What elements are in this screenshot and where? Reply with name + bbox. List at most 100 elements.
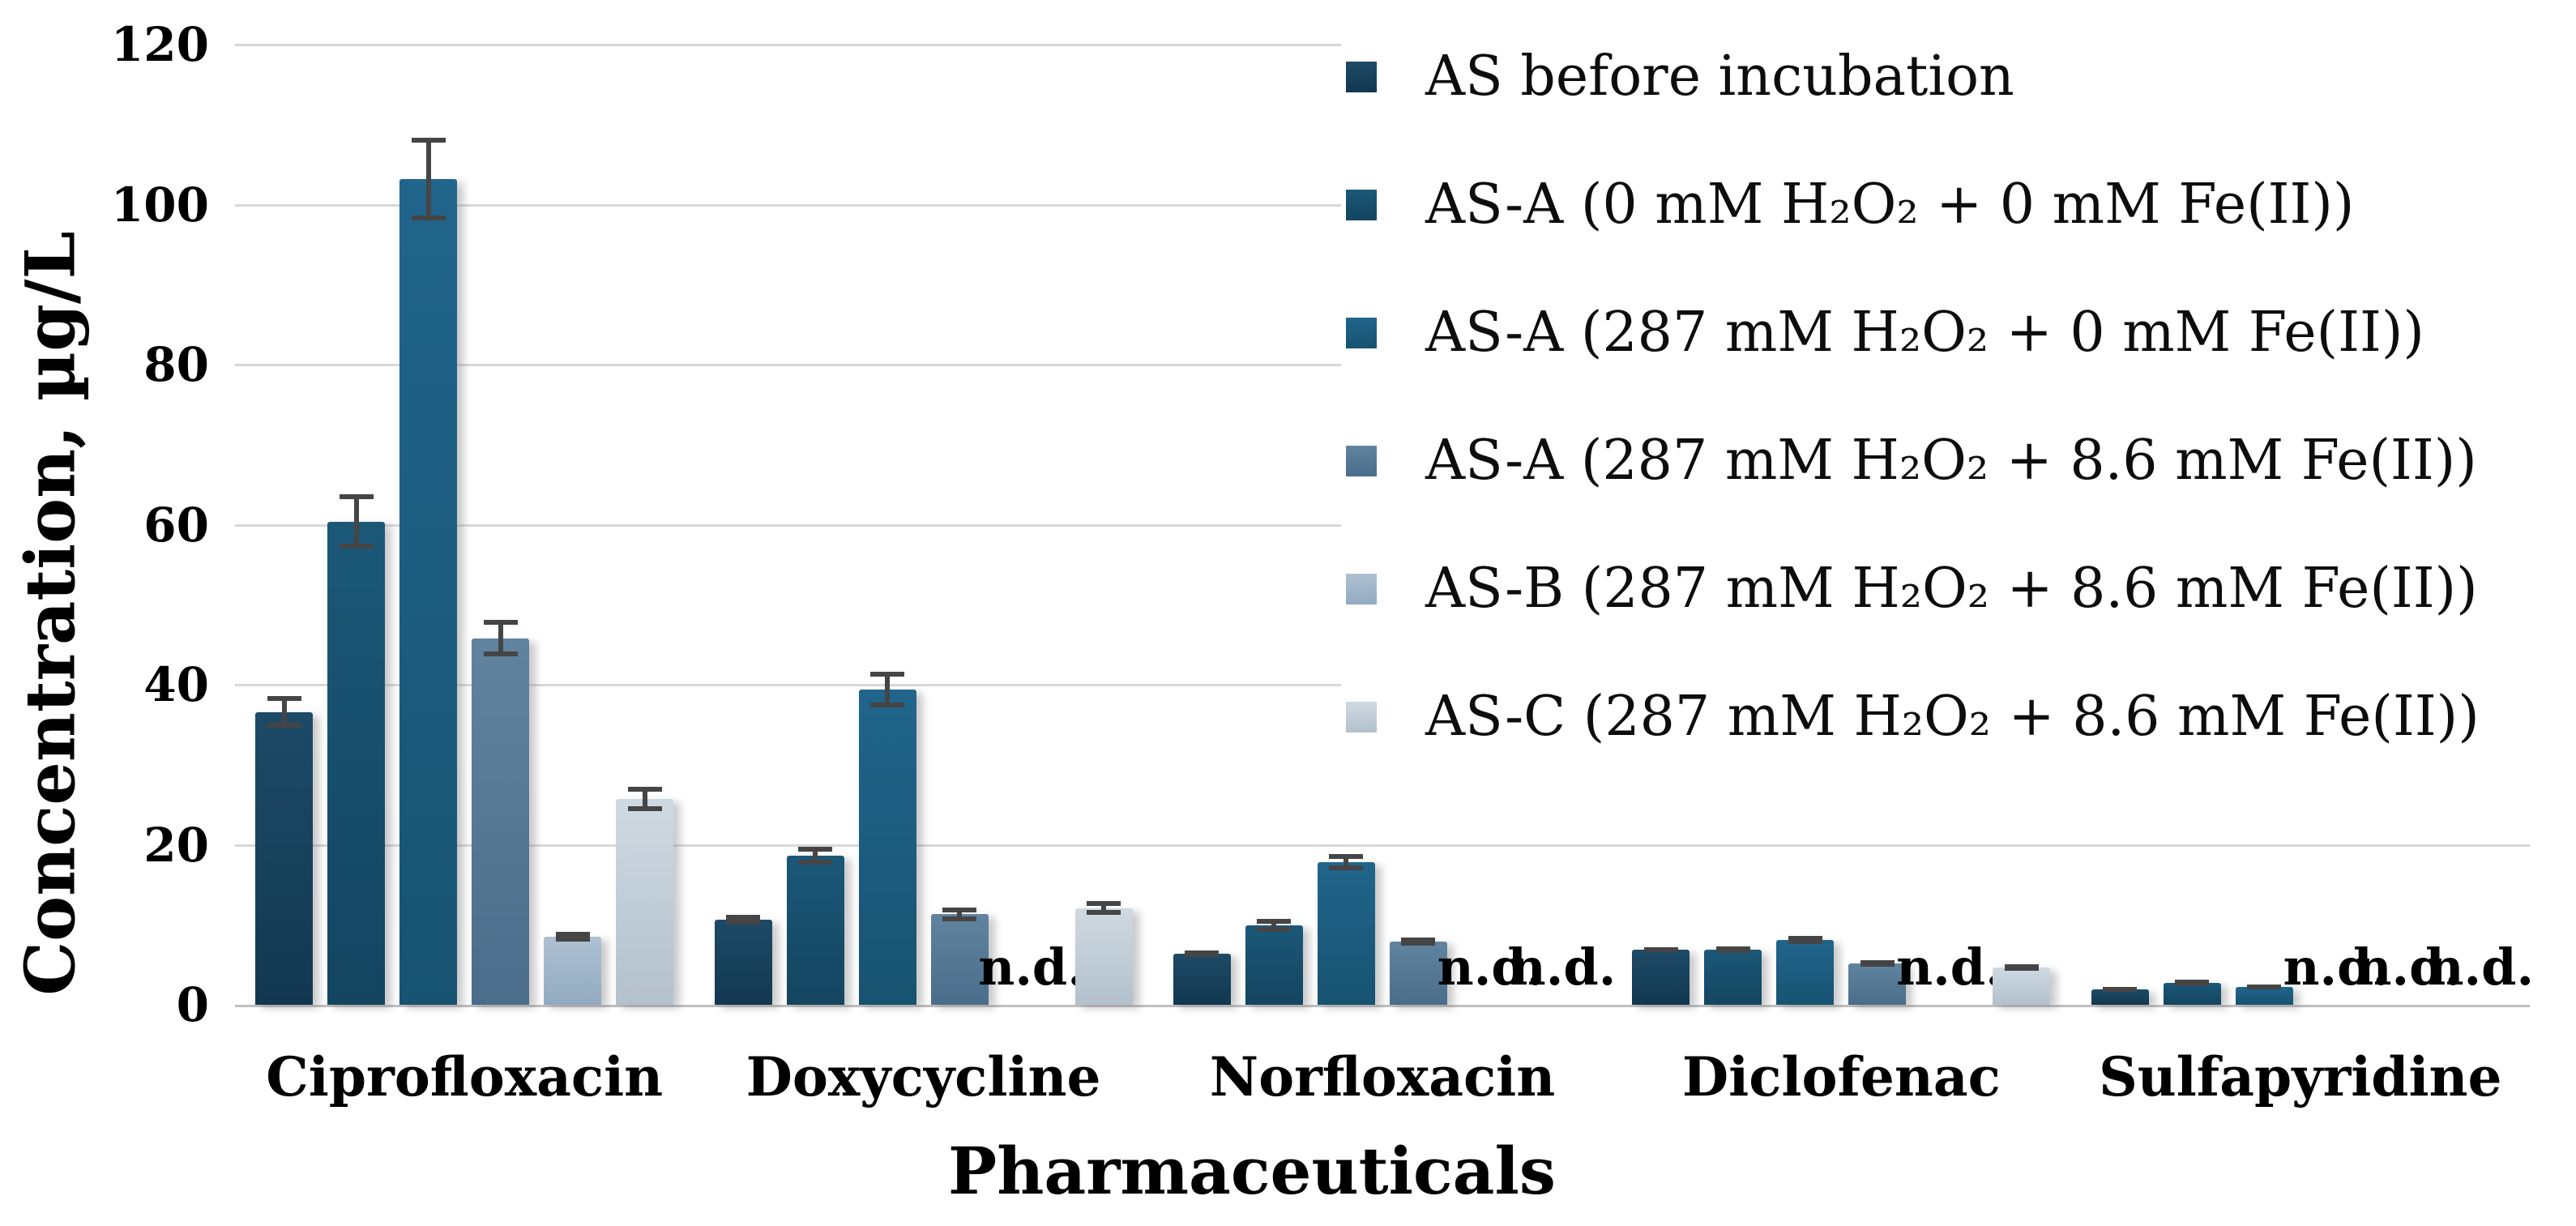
bar-slot bbox=[858, 672, 916, 1005]
error-bar-cap-top bbox=[942, 907, 977, 912]
bar-slot bbox=[1389, 938, 1447, 1005]
error-bar-cap-top bbox=[339, 493, 374, 499]
error-bar bbox=[267, 695, 301, 728]
bar-slot bbox=[1776, 936, 1835, 1005]
legend: AS before incubation AS-A (0 mM H₂O₂ + 0 … bbox=[1341, 0, 2576, 818]
error-bar bbox=[726, 915, 761, 925]
error-bar-stem bbox=[885, 672, 891, 707]
error-bar bbox=[2247, 985, 2282, 990]
legend-label: AS-A (287 mM H₂O₂ + 8.6 mM Fe(II)) bbox=[1425, 428, 2477, 493]
bar-diclofenac-series2 bbox=[1704, 949, 1762, 1005]
bar-norfloxacin-series4 bbox=[1389, 942, 1447, 1005]
bar-sulfapyridine-series1 bbox=[2091, 989, 2149, 1005]
error-bar-cap-bot bbox=[2103, 987, 2138, 993]
bar-slot bbox=[544, 932, 602, 1005]
bar-slot bbox=[1632, 946, 1690, 1005]
bar-slot bbox=[1317, 854, 1375, 1005]
category-label-norfloxacin: Norfloxacin bbox=[1209, 1045, 1556, 1109]
error-bar bbox=[627, 787, 662, 812]
bar-doxycycline-series1 bbox=[714, 920, 772, 1005]
legend-entry-series2: AS-A (0 mM H₂O₂ + 0 mM Fe(II)) bbox=[1341, 164, 2576, 246]
error-bar-cap-bot bbox=[1715, 947, 1750, 953]
bar-slot bbox=[1245, 919, 1303, 1005]
bar-slot bbox=[399, 137, 458, 1005]
bar-norfloxacin-series3 bbox=[1317, 862, 1375, 1005]
bar-slot bbox=[2235, 985, 2293, 1005]
nd-label: n.d. bbox=[2283, 938, 2390, 997]
error-bar-cap-bot bbox=[798, 860, 833, 865]
bar-slot bbox=[255, 695, 314, 1005]
bar-ciprofloxacin-series2 bbox=[327, 521, 386, 1005]
x-axis-title: Pharmaceuticals bbox=[948, 1133, 1556, 1209]
error-bar-cap-bot bbox=[1257, 927, 1292, 933]
error-bar-cap-bot bbox=[1329, 865, 1364, 871]
error-bar bbox=[798, 847, 833, 865]
bar-norfloxacin-series2 bbox=[1245, 925, 1303, 1005]
bar-diclofenac-series4 bbox=[1848, 963, 1907, 1005]
bar-diclofenac-series3 bbox=[1776, 940, 1835, 1005]
error-bar bbox=[1788, 936, 1822, 944]
error-bar bbox=[1643, 946, 1678, 952]
nd-label: n.d. bbox=[1896, 938, 2003, 997]
error-bar bbox=[1257, 919, 1292, 933]
bar-ciprofloxacin-series3 bbox=[399, 178, 458, 1005]
error-bar-cap-top bbox=[726, 915, 761, 921]
error-bar-stem bbox=[642, 787, 647, 812]
error-bar bbox=[1860, 959, 1895, 967]
error-bar bbox=[2175, 980, 2210, 987]
bar-doxycycline-series6 bbox=[1074, 908, 1133, 1005]
legend-swatch-icon bbox=[1346, 574, 1377, 604]
x-axis-line bbox=[235, 1005, 2530, 1007]
error-bar bbox=[1715, 946, 1750, 953]
nd-label: n.d. bbox=[1437, 938, 1544, 997]
error-bar-cap-top bbox=[411, 137, 446, 143]
bar-slot bbox=[786, 847, 844, 1005]
category-labels-row: Ciprofloxacin Doxycycline Norfloxacin Diclo… bbox=[235, 1039, 2530, 1116]
error-bar-cap-bot bbox=[2175, 981, 2210, 987]
gridline bbox=[235, 844, 2530, 847]
error-bar-cap-top bbox=[870, 672, 905, 677]
legend-swatch-icon bbox=[1346, 190, 1377, 220]
bar-slot bbox=[327, 493, 386, 1005]
error-bar bbox=[411, 137, 446, 221]
bar-group-diclofenac: n.d. bbox=[1612, 45, 2070, 1005]
error-bar-cap-top bbox=[267, 695, 301, 701]
bar-doxycycline-series2 bbox=[786, 856, 844, 1005]
error-bar-cap-bot bbox=[411, 216, 446, 221]
error-bar-stem bbox=[425, 137, 431, 221]
bar-slot: n.d. bbox=[1510, 938, 1617, 1005]
bar-doxycycline-series3 bbox=[858, 689, 916, 1005]
error-bar-cap-bot bbox=[2247, 985, 2282, 990]
bar-slot bbox=[714, 915, 772, 1005]
bar-slot bbox=[1993, 963, 2051, 1005]
legend-label: AS before incubation bbox=[1425, 44, 2014, 109]
error-bar-stem bbox=[1271, 919, 1277, 933]
error-bar-cap-bot bbox=[1643, 946, 1678, 952]
error-bar bbox=[555, 932, 590, 942]
error-bar-cap-bot bbox=[1860, 961, 1895, 967]
bar-slot: n.d. bbox=[1438, 938, 1544, 1005]
category-label-diclofenac: Diclofenac bbox=[1681, 1045, 2001, 1109]
legend-swatch-icon bbox=[1346, 62, 1377, 92]
bar-ciprofloxacin-series6 bbox=[616, 799, 674, 1005]
bar-slot: n.d. bbox=[978, 938, 1085, 1005]
bar-ciprofloxacin-series1 bbox=[255, 711, 314, 1005]
error-bar-cap-bot bbox=[627, 806, 662, 812]
error-bar bbox=[2004, 963, 2039, 971]
legend-label: AS-A (0 mM H₂O₂ + 0 mM Fe(II)) bbox=[1425, 172, 2355, 237]
error-bar-stem bbox=[281, 695, 287, 728]
nd-label: n.d. bbox=[2355, 938, 2463, 997]
bar-slot bbox=[2091, 987, 2149, 1005]
error-bar bbox=[870, 672, 905, 707]
bar-sulfapyridine-series3 bbox=[2235, 987, 2293, 1005]
error-bar-cap-top bbox=[1257, 919, 1292, 925]
y-tick-label: 0 bbox=[176, 977, 209, 1032]
nd-label: n.d. bbox=[1509, 938, 1617, 997]
error-bar bbox=[1087, 900, 1121, 916]
error-bar-cap-bot bbox=[483, 651, 518, 657]
error-bar-cap-bot bbox=[339, 544, 374, 549]
error-bar-stem bbox=[1344, 854, 1349, 871]
error-bar-stem bbox=[1101, 900, 1107, 916]
error-bar-cap-bot bbox=[1401, 940, 1436, 946]
bar-slot bbox=[1704, 946, 1762, 1005]
